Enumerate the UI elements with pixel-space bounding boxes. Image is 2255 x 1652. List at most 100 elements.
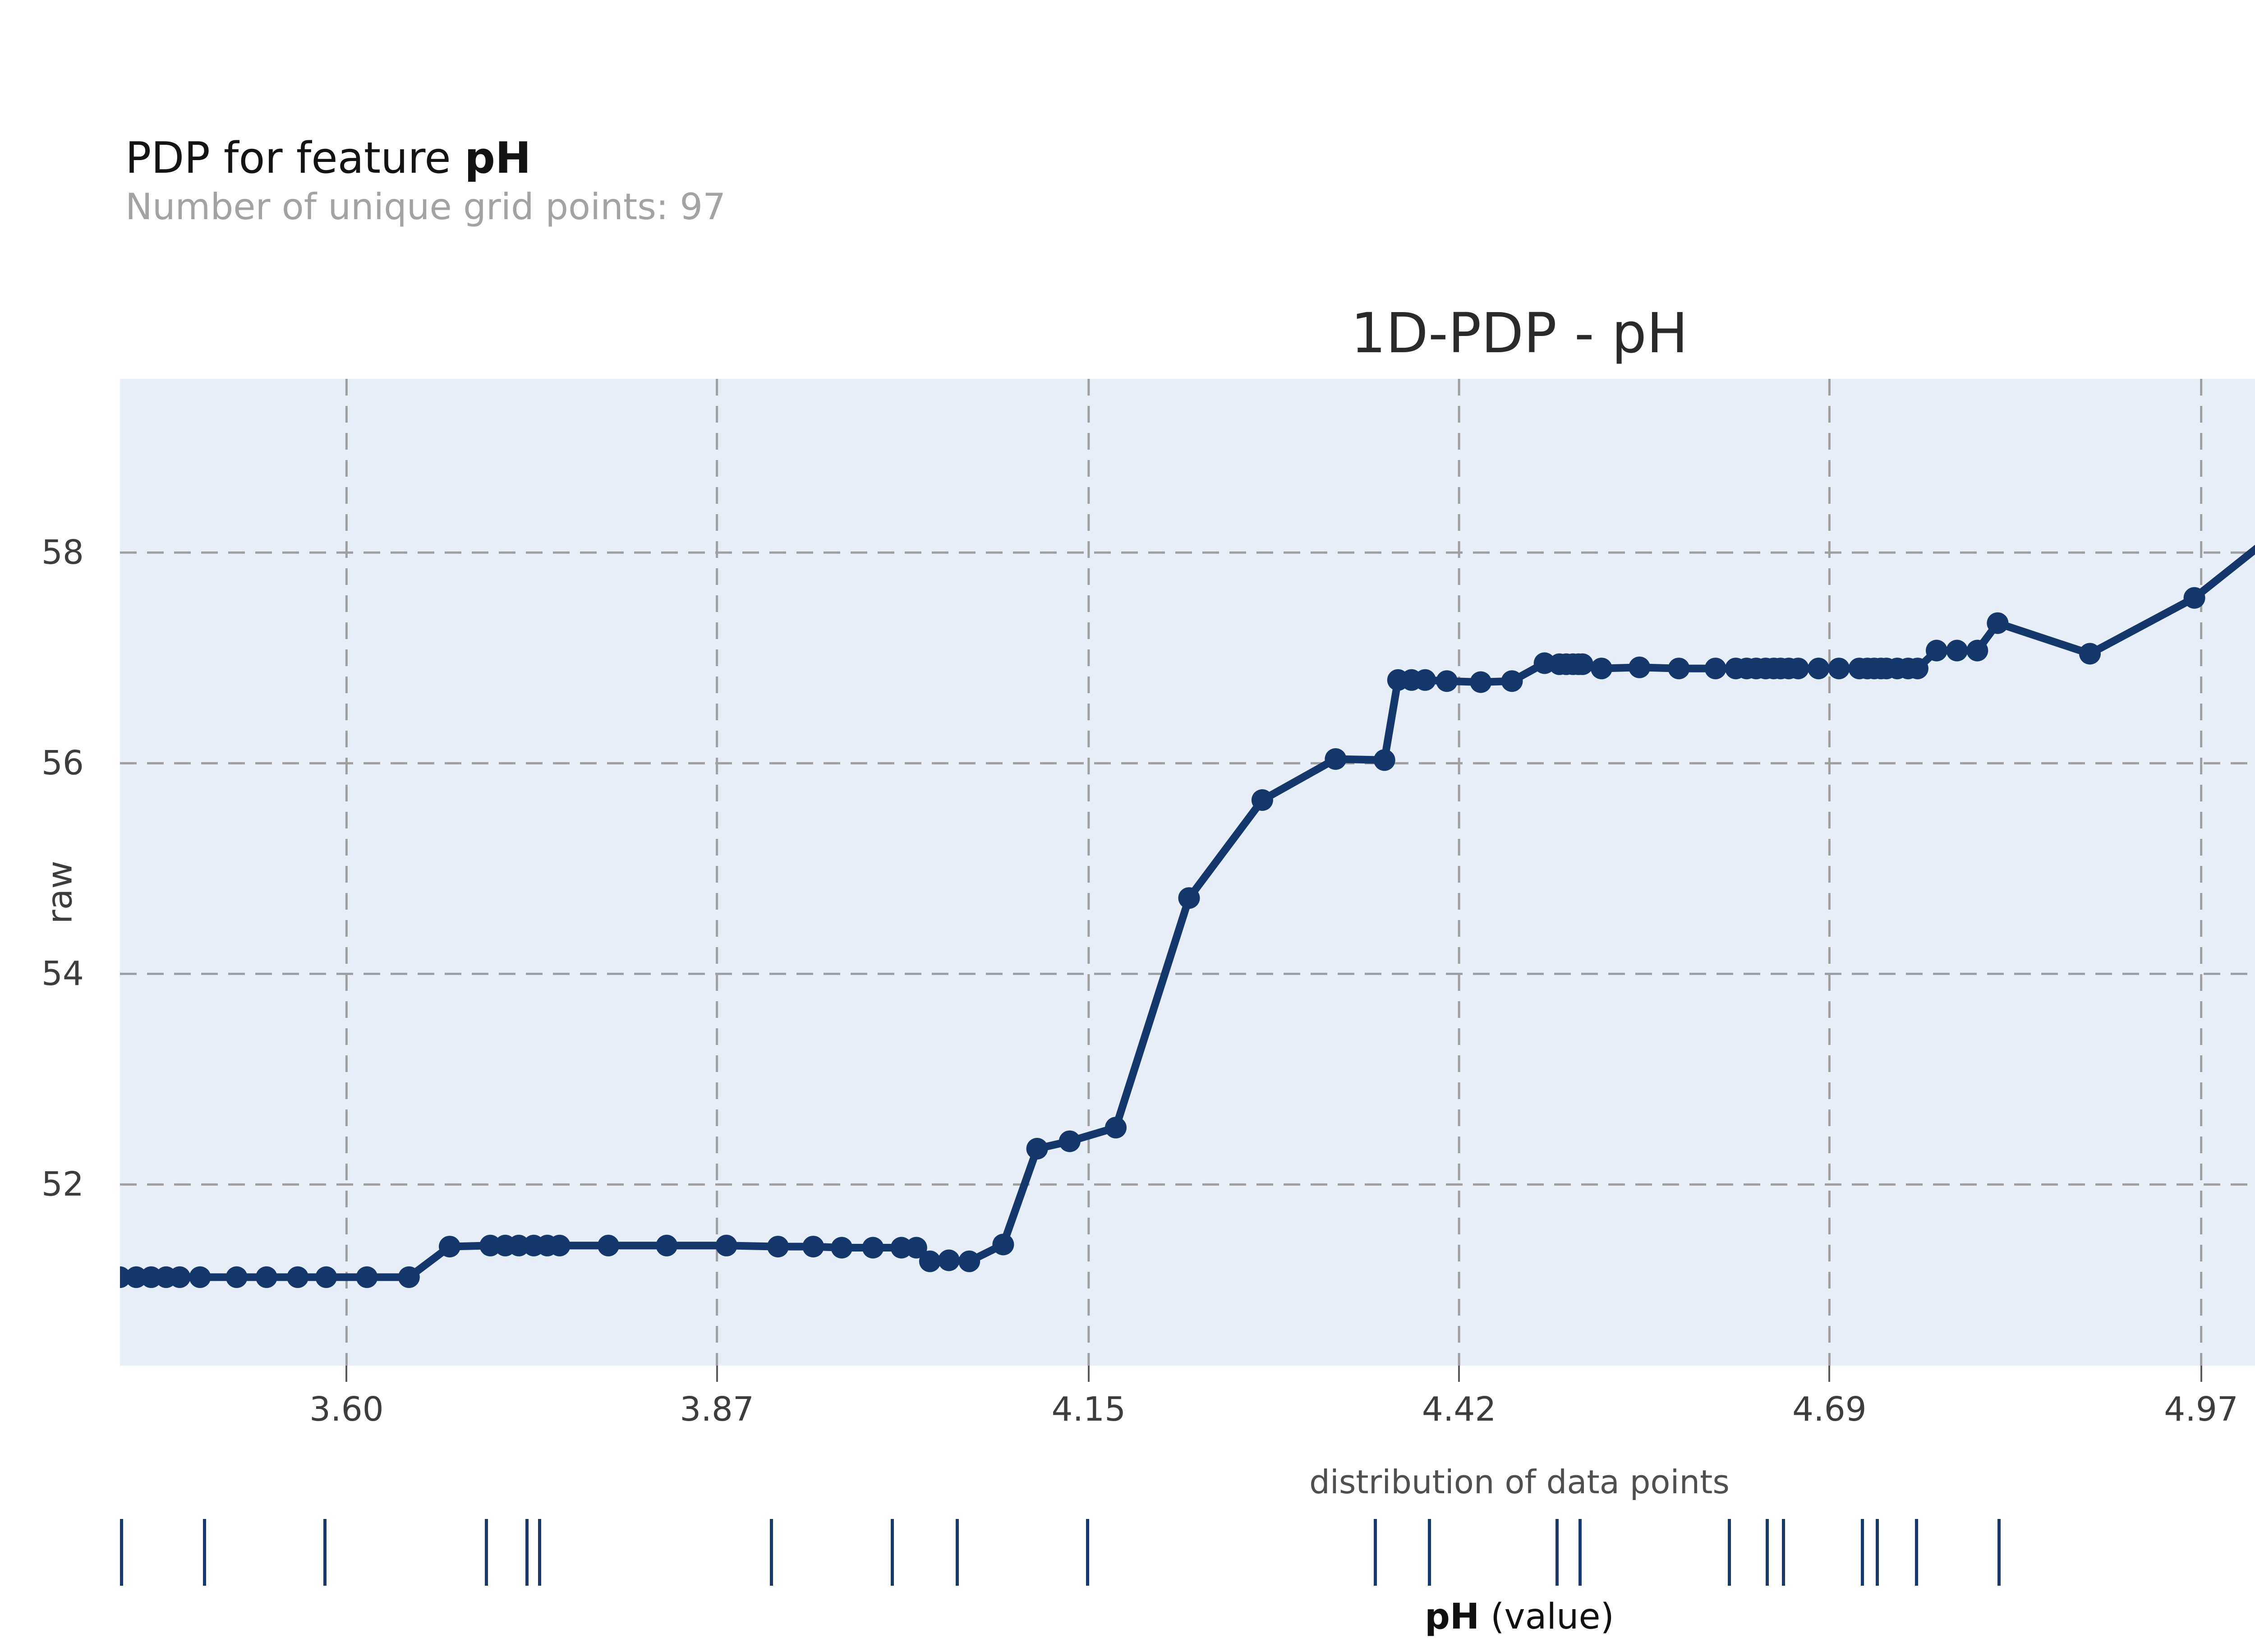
data-point-marker <box>1571 653 1593 675</box>
data-point-marker <box>508 1234 530 1256</box>
rug-tick <box>1782 1519 1786 1586</box>
rug-tick <box>1086 1519 1089 1586</box>
y-axis-tick-labels: 52 54 56 58 <box>0 379 97 1366</box>
rug-tick <box>1766 1519 1769 1586</box>
page-title: PDP for feature pH <box>125 133 531 183</box>
x-tick-mark <box>1458 1366 1460 1382</box>
x-tick-mark <box>1087 1366 1090 1382</box>
x-axis-label: pH (value) <box>120 1597 2255 1637</box>
data-point-marker <box>1105 1117 1127 1139</box>
rug-tick <box>323 1519 327 1586</box>
x-tick-label: 3.60 <box>309 1390 384 1429</box>
page-title-feature: pH <box>464 133 531 183</box>
rug-tick <box>525 1519 529 1586</box>
data-point-marker <box>1946 640 1968 662</box>
rug-tick <box>769 1519 773 1586</box>
data-point-marker <box>1668 658 1690 680</box>
data-point-marker <box>398 1266 420 1288</box>
rug-tick <box>120 1519 123 1586</box>
data-point-marker <box>1178 887 1200 909</box>
data-point-marker <box>919 1250 941 1272</box>
rug-tick <box>1427 1519 1431 1586</box>
rug-tick <box>1373 1519 1377 1586</box>
data-point-marker <box>905 1237 927 1259</box>
data-point-marker <box>938 1249 960 1271</box>
data-point-marker <box>439 1236 460 1258</box>
x-tick-label: 3.87 <box>680 1390 754 1429</box>
data-point-marker <box>1629 656 1651 678</box>
data-point-marker <box>315 1266 337 1288</box>
plot-area <box>120 379 2255 1366</box>
y-tick-label: 56 <box>41 744 84 783</box>
x-axis-label-feature: pH <box>1425 1597 1480 1637</box>
data-point-marker <box>1591 658 1612 680</box>
x-tick-label: 4.15 <box>1051 1390 1126 1429</box>
data-point-marker <box>656 1234 678 1256</box>
x-tick-label: 4.97 <box>2164 1390 2239 1429</box>
rug-plot <box>120 1519 2255 1586</box>
y-tick-label: 52 <box>41 1165 84 1204</box>
data-point-marker <box>287 1266 309 1288</box>
data-point-marker <box>169 1266 191 1288</box>
rug-tick <box>1555 1519 1559 1586</box>
data-point-marker <box>1808 658 1830 680</box>
pdp-curve <box>120 544 2255 1281</box>
data-point-marker <box>1026 1138 1048 1160</box>
chart-title: 1D-PDP - pH <box>1351 301 1688 365</box>
y-tick-label: 54 <box>41 954 84 994</box>
data-point-marker <box>255 1266 277 1288</box>
data-point-marker <box>1470 671 1492 693</box>
data-point-marker <box>1926 640 1947 662</box>
data-point-marker <box>862 1237 884 1259</box>
rug-tick <box>1860 1519 1864 1586</box>
pdp-line-chart <box>120 379 2255 1366</box>
data-point-marker <box>831 1237 853 1259</box>
data-point-marker <box>189 1266 211 1288</box>
data-point-marker <box>226 1266 248 1288</box>
x-axis-tick-labels: 3.603.874.154.424.694.975.24 <box>120 1390 2255 1435</box>
rug-tick <box>1727 1519 1731 1586</box>
data-point-marker <box>890 1237 912 1259</box>
x-tick-mark <box>716 1366 718 1382</box>
data-point-marker <box>1787 658 1809 680</box>
data-point-marker <box>1325 748 1347 770</box>
data-point-marker <box>1058 1130 1081 1152</box>
rug-tick <box>485 1519 488 1586</box>
x-tick-mark <box>345 1366 348 1382</box>
data-point-marker <box>1987 612 2009 634</box>
x-tick-label: 4.69 <box>1792 1390 1867 1429</box>
data-point-marker <box>1966 640 1988 662</box>
x-axis-label-unit: (value) <box>1479 1597 1614 1637</box>
data-point-marker <box>958 1250 980 1272</box>
data-point-marker <box>140 1266 162 1288</box>
page-subtitle: Number of unique grid points: 97 <box>125 186 726 228</box>
data-point-marker <box>356 1266 378 1288</box>
data-point-marker <box>125 1266 147 1288</box>
data-point-marker <box>1414 669 1436 691</box>
page-title-prefix: PDP for feature <box>125 133 465 183</box>
data-point-marker <box>1906 658 1928 680</box>
data-point-marker <box>598 1234 619 1256</box>
rug-tick <box>1875 1519 1879 1586</box>
data-point-marker <box>767 1236 789 1258</box>
data-point-marker <box>479 1234 502 1256</box>
data-point-marker <box>1828 658 1850 680</box>
data-point-marker <box>1436 670 1458 692</box>
data-point-marker <box>1704 658 1726 680</box>
x-axis-tick-marks <box>120 1366 2255 1384</box>
x-tick-mark <box>2200 1366 2202 1382</box>
data-point-marker <box>548 1234 571 1256</box>
data-point-marker <box>2079 643 2101 665</box>
data-point-marker <box>1373 749 1395 771</box>
x-tick-mark <box>1828 1366 1831 1382</box>
rug-tick <box>1997 1519 2001 1586</box>
rug-tick <box>1914 1519 1918 1586</box>
rug-plot-title: distribution of data points <box>1309 1463 1730 1501</box>
rug-tick <box>956 1519 959 1586</box>
data-point-marker <box>1501 670 1523 692</box>
data-point-marker <box>1251 789 1273 811</box>
rug-tick <box>202 1519 206 1586</box>
data-point-marker <box>802 1236 824 1258</box>
y-tick-label: 58 <box>41 533 84 572</box>
